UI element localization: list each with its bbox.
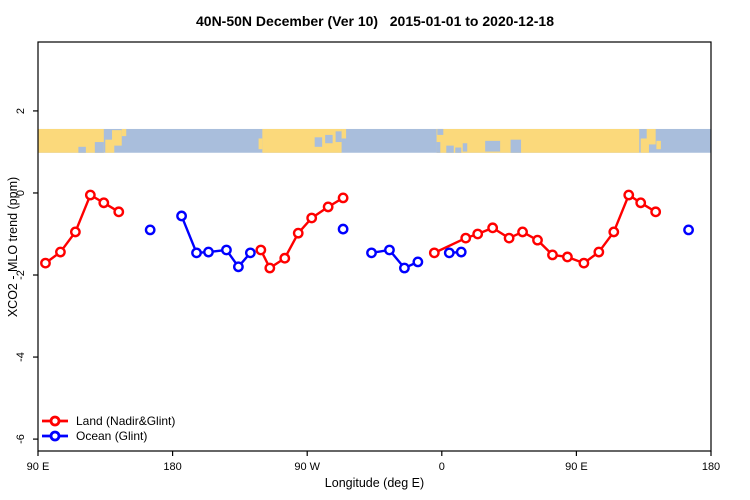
data-point-marker xyxy=(503,232,515,244)
map-strip-detail xyxy=(656,140,661,150)
data-point-marker xyxy=(322,201,334,213)
data-point-marker xyxy=(384,244,395,256)
legend-entry-ocean: Ocean (Glint) xyxy=(76,429,148,443)
map-strip-detail xyxy=(105,139,115,153)
data-point-marker xyxy=(40,257,51,269)
chart-title: 40N-50N December (Ver 10) 2015-01-01 to … xyxy=(196,13,554,29)
data-point-marker xyxy=(562,251,573,263)
data-point-marker xyxy=(84,189,96,201)
data-point-marker xyxy=(337,223,349,235)
data-point-marker xyxy=(306,212,318,224)
data-point-marker xyxy=(255,244,267,256)
data-point-marker xyxy=(635,197,647,209)
map-strip-detail xyxy=(455,147,462,153)
legend-entry-land: Land (Nadir&Glint) xyxy=(76,414,176,428)
data-point-marker xyxy=(366,247,377,259)
map-strip-detail xyxy=(325,134,333,144)
data-point-marker xyxy=(650,206,662,218)
data-point-marker xyxy=(455,246,467,258)
data-point-marker xyxy=(532,234,543,246)
legend-marker-0 xyxy=(49,415,61,427)
map-strip-detail xyxy=(436,142,441,153)
series-line-1 xyxy=(370,248,420,270)
y-axis-label: XCO2 - MLO trend (ppm) xyxy=(6,176,20,318)
map-strip-detail xyxy=(112,130,122,146)
data-point-marker xyxy=(412,256,424,268)
data-point-marker xyxy=(399,262,410,274)
data-point-marker xyxy=(144,224,156,236)
data-point-marker xyxy=(221,244,232,256)
data-point-marker xyxy=(55,246,66,258)
data-point-marker xyxy=(244,247,256,259)
data-point-marker xyxy=(472,228,484,240)
map-strip-detail xyxy=(341,128,347,139)
data-point-marker xyxy=(443,247,455,259)
series-line-0 xyxy=(433,193,657,265)
data-point-marker xyxy=(233,261,244,273)
map-strip-detail xyxy=(258,138,263,150)
data-point-marker xyxy=(623,189,635,201)
map-strip-detail xyxy=(314,137,323,147)
data-point-marker xyxy=(203,246,214,258)
data-point-marker xyxy=(547,249,558,261)
map-strip-detail xyxy=(94,142,104,153)
map-strip-detail xyxy=(462,143,468,152)
data-point-marker xyxy=(69,226,81,238)
x-axis-label: Longitude (deg E) xyxy=(324,476,425,490)
map-strip-detail xyxy=(510,139,522,153)
data-point-marker xyxy=(292,227,304,239)
map-strip-detail xyxy=(485,140,501,152)
data-point-marker xyxy=(460,232,472,244)
map-strip-detail xyxy=(335,131,342,143)
map-strip-detail xyxy=(646,128,656,145)
data-point-marker xyxy=(279,252,291,264)
data-point-marker xyxy=(337,192,349,204)
data-point-marker xyxy=(264,262,276,274)
map-strip-detail xyxy=(640,138,649,153)
data-point-marker xyxy=(113,206,125,218)
data-point-marker xyxy=(517,226,528,238)
map-strip-detail xyxy=(121,128,127,137)
data-point-marker xyxy=(98,197,110,209)
data-point-marker xyxy=(593,246,605,258)
data-point-marker xyxy=(683,224,694,236)
data-point-marker xyxy=(578,257,590,269)
data-point-marker xyxy=(176,210,187,222)
data-point-marker xyxy=(608,226,620,238)
map-strip-detail xyxy=(78,146,86,153)
data-point-marker xyxy=(191,247,202,259)
data-point-marker xyxy=(487,222,499,234)
plot-border xyxy=(37,41,712,452)
legend-marker-1 xyxy=(49,430,61,442)
series-line-1 xyxy=(180,214,252,269)
map-strip-land xyxy=(38,128,104,153)
data-point-marker xyxy=(428,247,440,259)
map-strip-detail xyxy=(446,145,454,153)
map-strip-detail xyxy=(437,128,444,135)
